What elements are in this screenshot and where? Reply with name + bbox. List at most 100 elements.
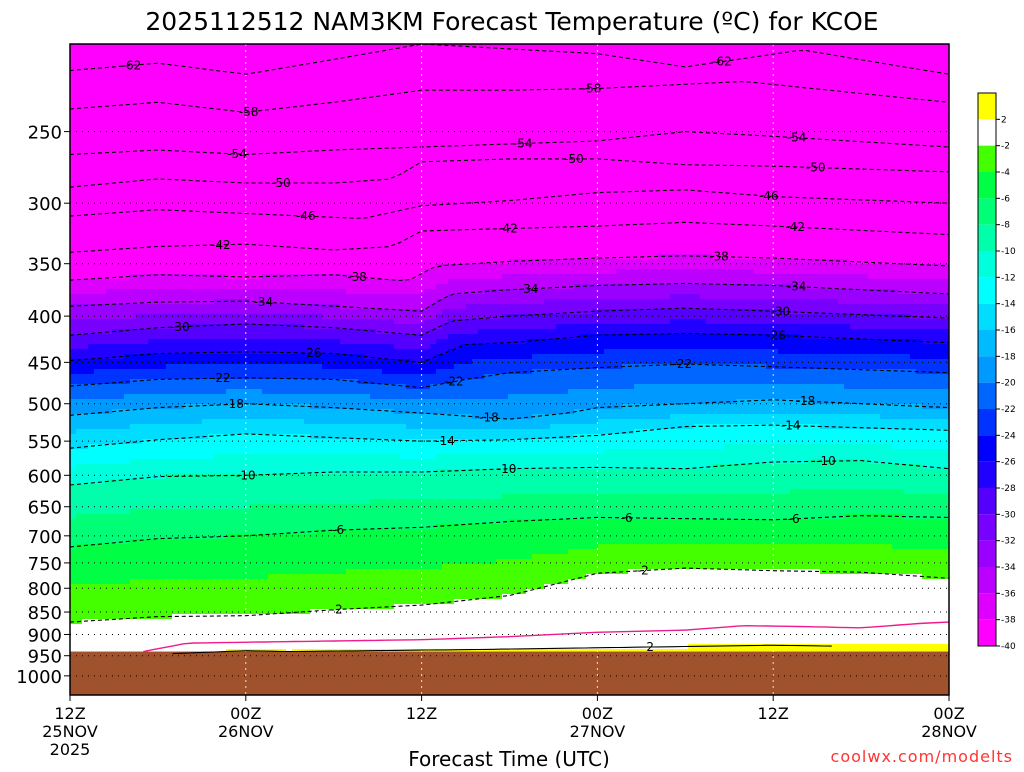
temperature-cell: [760, 274, 766, 284]
temperature-cell: [532, 469, 538, 494]
temperature-cell: [880, 279, 886, 289]
temperature-cell: [346, 379, 352, 394]
temperature-cell: [100, 464, 106, 484]
temperature-cell: [262, 44, 268, 274]
temperature-cell: [874, 574, 880, 644]
temperature-cell: [94, 399, 100, 414]
contour-label: -34: [254, 295, 274, 309]
temperature-cell: [286, 274, 292, 289]
temperature-cell: [874, 354, 880, 369]
temperature-cell: [304, 504, 310, 534]
temperature-cell: [316, 424, 322, 439]
temperature-cell: [382, 454, 388, 474]
temperature-cell: [658, 469, 664, 494]
temperature-cell: [748, 299, 754, 309]
temperature-cell: [382, 424, 388, 439]
temperature-cell: [796, 289, 802, 299]
contour-label: -6: [621, 511, 633, 525]
temperature-cell: [412, 279, 418, 294]
temperature-cell: [430, 319, 436, 329]
temperature-cell: [130, 369, 136, 379]
temperature-cell: [760, 494, 766, 519]
temperature-cell: [448, 564, 454, 604]
temperature-cell: [580, 314, 586, 324]
temperature-cell: [160, 44, 166, 274]
contour-label: -46: [296, 209, 316, 223]
temperature-cell: [712, 384, 718, 404]
temperature-cell: [274, 434, 280, 454]
temperature-cell: [364, 359, 370, 369]
temperature-cell: [574, 354, 580, 369]
temperature-cell: [796, 384, 802, 399]
temperature-cell: [190, 404, 196, 424]
temperature-cell: [184, 354, 190, 364]
temperature-cell: [748, 569, 754, 644]
temperature-cell: [226, 474, 232, 509]
temperature-cell: [634, 349, 640, 364]
temperature-cell: [424, 439, 430, 459]
temperature-cell: [562, 439, 568, 454]
temperature-cell: [82, 374, 88, 384]
temperature-cell: [814, 544, 820, 569]
temperature-cell: [160, 379, 166, 394]
temperature-cell: [358, 529, 364, 569]
temperature-cell: [550, 354, 556, 369]
temperature-cell: [310, 574, 316, 609]
temperature-cell: [502, 329, 508, 344]
temperature-cell: [328, 454, 334, 474]
temperature-cell: [160, 289, 166, 304]
colorbar-label: -36: [1001, 589, 1016, 599]
temperature-cell: [580, 354, 586, 369]
colorbar-swatch: [978, 172, 996, 199]
temperature-cell: [880, 404, 886, 419]
temperature-cell: [652, 334, 658, 349]
y-tick-label: 500: [28, 395, 62, 416]
temperature-cell: [436, 569, 442, 604]
temperature-cell: [118, 369, 124, 384]
temperature-cell: [580, 494, 586, 519]
temperature-cell: [586, 299, 592, 314]
temperature-cell: [946, 344, 949, 359]
temperature-cell: [442, 284, 448, 299]
temperature-cell: [526, 304, 532, 314]
temperature-cell: [178, 459, 184, 474]
temperature-cell: [598, 419, 604, 434]
temperature-cell: [298, 314, 304, 324]
temperature-cell: [580, 434, 586, 454]
temperature-cell: [676, 269, 682, 284]
temperature-cell: [796, 544, 802, 569]
temperature-cell: [142, 369, 148, 379]
temperature-cell: [88, 279, 94, 294]
temperature-cell: [808, 274, 814, 289]
temperature-cell: [940, 549, 946, 579]
temperature-cell: [298, 534, 304, 574]
temperature-cell: [124, 384, 130, 394]
temperature-cell: [154, 44, 160, 274]
temperature-cell: [514, 429, 520, 439]
temperature-cell: [214, 314, 220, 324]
temperature-cell: [352, 439, 358, 454]
temperature-cell: [148, 409, 154, 424]
temperature-cell: [694, 294, 700, 309]
temperature-cell: [574, 314, 580, 324]
temperature-cell: [934, 389, 940, 409]
temperature-cell: [208, 509, 214, 539]
temperature-cell: [586, 549, 592, 574]
temperature-cell: [514, 519, 520, 559]
temperature-cell: [202, 579, 208, 614]
temperature-cell: [922, 519, 928, 549]
temperature-cell: [634, 284, 640, 299]
temperature-cell: [250, 404, 256, 419]
temperature-cell: [706, 449, 712, 469]
temperature-cell: [754, 444, 760, 464]
temperature-cell: [688, 469, 694, 494]
temperature-cell: [550, 554, 556, 584]
temperature-cell: [682, 384, 688, 404]
temperature-cell: [646, 494, 652, 519]
temperature-cell: [130, 424, 136, 444]
temperature-cell: [598, 369, 604, 389]
temperature-cell: [628, 494, 634, 519]
temperature-cell: [592, 454, 598, 469]
temperature-cell: [448, 264, 454, 279]
temperature-cell: [250, 434, 256, 454]
